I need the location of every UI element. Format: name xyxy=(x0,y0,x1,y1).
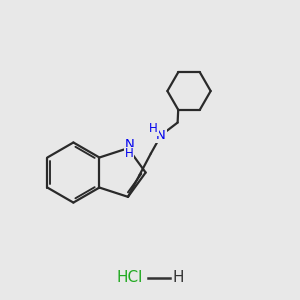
Text: H: H xyxy=(172,270,184,285)
Text: H: H xyxy=(125,147,134,160)
Text: H: H xyxy=(149,122,158,135)
Text: N: N xyxy=(124,138,134,151)
Text: N: N xyxy=(156,129,166,142)
Text: HCl: HCl xyxy=(116,270,142,285)
